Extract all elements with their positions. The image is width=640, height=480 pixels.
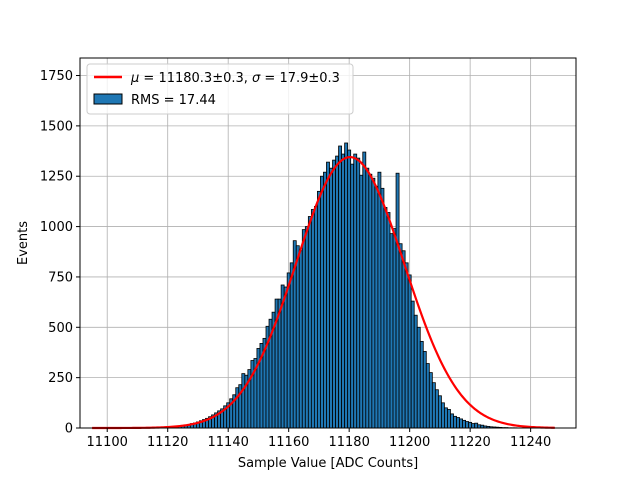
histogram-bar [441,402,445,429]
histogram-bar [410,300,415,429]
legend-sigma-value: = 17.9±0.3 [260,71,340,86]
histogram-bar [377,171,382,429]
x-axis-label: Sample Value [ADC Counts] [238,456,418,471]
histogram-bar [320,175,324,429]
histogram-bar [241,373,246,429]
histogram-bar [407,274,412,429]
y-axis-label: Events [16,221,31,265]
x-tick-label: 11140 [208,435,249,450]
y-tick-label: 500 [48,321,73,336]
histogram-bar [310,209,315,429]
histogram-bar [395,172,400,429]
histogram-bar [462,419,467,429]
histogram-bar [353,153,358,429]
histogram-bar [380,187,385,429]
histogram-bar [283,286,288,429]
histogram-bar [468,421,473,429]
histogram-bar [416,326,421,429]
histogram-bar [465,421,470,429]
histogram-bar [450,413,454,429]
y-tick-label: 1000 [40,220,73,235]
histogram-bar [428,372,433,429]
histogram-bar [317,190,321,429]
legend-rms-patch-swatch [93,93,123,105]
gaussian-fit-curve [92,156,555,430]
histogram-bar [286,272,291,429]
histogram-bar [356,157,361,429]
histogram-bar [235,387,240,429]
histogram-bar [437,395,442,429]
legend-fit-label: μ = 11180.3±0.3, σ = 17.9±0.3 [130,71,340,86]
histogram-bar [313,206,318,429]
legend-sigma-symbol: σ [252,71,261,86]
y-tick-label: 1750 [40,69,73,84]
x-tick-label: 11200 [389,435,430,450]
histogram-bar [419,340,424,429]
y-tick-label: 0 [65,422,73,437]
histogram-bar [453,415,457,429]
histogram-bar [332,159,336,429]
x-tick-label: 11120 [147,435,188,450]
histogram-bar [326,161,330,429]
histogram-bar [347,149,352,429]
legend-box [86,63,354,115]
histogram-bar [338,145,343,429]
histogram-bar [335,155,339,429]
histogram-bar [444,407,448,429]
histogram-bar [389,233,394,429]
histogram-bar [344,142,349,429]
histogram-bar [425,363,430,429]
histogram-bar [422,351,427,429]
histogram-bar [295,245,300,429]
histogram-bar [368,173,373,429]
histogram-bar [374,185,379,429]
y-tick-label: 1250 [40,170,73,185]
legend-rms-label: RMS = 17.44 [131,93,216,108]
histogram-bar [289,262,294,429]
histogram-bar [277,298,282,429]
histogram-bar [350,163,355,429]
histogram-bar [392,228,397,429]
histogram-bar [474,422,479,429]
histogram-bar [447,409,451,429]
histogram-bar [413,314,418,429]
legend-mu-value: = 11180.3±0.3, [139,71,252,86]
x-tick-label: 11160 [268,435,309,450]
fit-curve-group [92,156,555,430]
histogram-bar [383,207,388,429]
histogram-bar [471,423,476,429]
histogram-bar [365,167,370,429]
x-tick-label: 11240 [510,435,551,450]
histogram-bar [298,250,303,429]
legend: μ = 11180.3±0.3, σ = 17.9±0.3 RMS = 17.4… [86,63,354,115]
histogram-bar [434,389,439,429]
legend-mu-symbol: μ [130,71,139,86]
histogram-bar [359,174,364,429]
histogram-bar [323,171,327,429]
histogram-bar [459,418,463,429]
plot-frame [79,57,577,429]
histogram-bar [304,226,309,429]
histogram-bar [401,250,406,429]
x-tick-label: 11180 [328,435,369,450]
histogram-bar [307,216,312,429]
histogram-bar [456,417,460,429]
histogram-bar [301,229,306,429]
y-tick-label: 250 [48,371,73,386]
y-axis-ticks: 0 250 500 750 1000 1250 1500 1750 [40,69,80,437]
histogram-bar [404,262,409,429]
y-tick-label: 1500 [40,119,73,134]
histogram-bar [329,167,333,429]
y-tick-label: 750 [48,270,73,285]
x-tick-label: 11220 [449,435,490,450]
histogram-bar [362,151,367,429]
x-tick-label: 11100 [87,435,128,450]
x-axis-ticks: 11100 11120 11140 11160 11180 11200 11220 11240 [87,428,551,450]
histogram-bar [371,177,376,429]
histogram-bar [386,212,391,429]
histogram-bar [398,243,403,429]
histogram-bar [341,153,346,429]
histogram-bar [431,382,436,429]
